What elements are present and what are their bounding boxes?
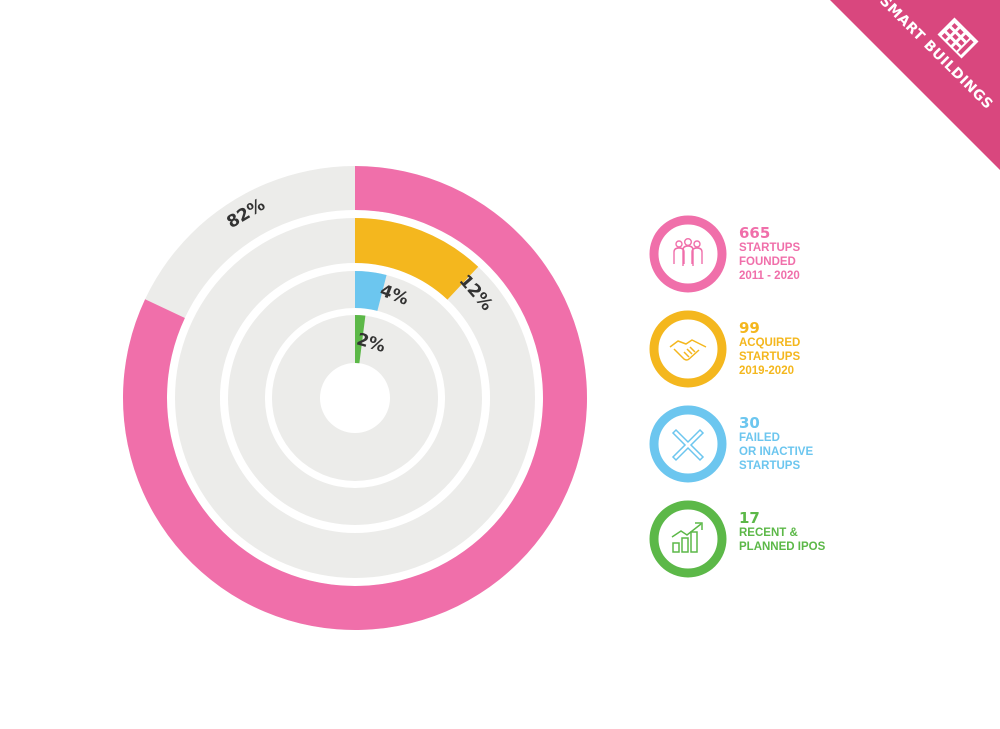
legend-item-failed: 30 FAILED OR INACTIVE STARTUPS [648,404,968,499]
growth-chart-icon [649,500,727,578]
legend: 665 STARTUPS FOUNDED 2011 - 2020 99 ACQU… [648,214,968,594]
ring-bar-failed [355,271,387,311]
legend-value: 30 [739,414,760,432]
legend-value: 665 [739,224,771,242]
rings-group [123,166,588,631]
ring-bar-acquired [355,218,479,300]
legend-label: STARTUPS FOUNDED 2011 - 2020 [739,242,801,282]
legend-item-founded: 665 STARTUPS FOUNDED 2011 - 2020 [648,214,968,309]
people-group-icon [649,215,727,293]
legend-label: ACQUIRED STARTUPS 2019-2020 [739,337,801,377]
legend-value: 99 [739,319,760,337]
handshake-icon [649,310,727,388]
category-banner: SMART BUILDINGS [830,0,1000,170]
radial-chart: 82%12%4%2% [123,166,588,631]
ring-track-ipos [271,315,439,482]
ring-bar-ipos [355,315,366,364]
ring-track-failed [228,271,482,525]
legend-label: RECENT & PLANNED IPOs [739,527,826,553]
legend-value: 17 [739,509,760,527]
legend-item-acquired: 99 ACQUIRED STARTUPS 2019-2020 [648,309,968,404]
x-mark-icon [649,405,727,483]
building-icon [937,17,979,59]
legend-label: FAILED OR INACTIVE STARTUPS [739,432,814,472]
legend-item-ipos: 17 RECENT & PLANNED IPOs [648,499,968,594]
banner-triangle [830,0,1000,170]
